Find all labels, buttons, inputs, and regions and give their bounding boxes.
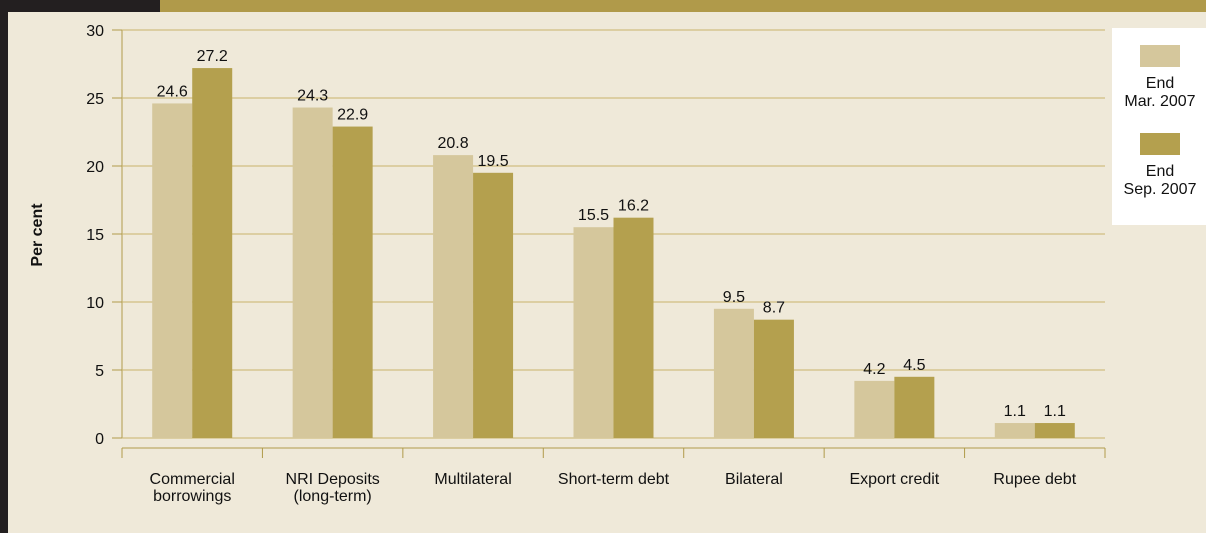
y-tick-label: 15	[86, 227, 104, 244]
value-label: 20.8	[438, 135, 469, 152]
y-tick-label: 30	[86, 23, 104, 40]
x-tick-label: Export credit	[849, 471, 939, 488]
value-label: 1.1	[1044, 403, 1066, 420]
y-tick-label: 0	[95, 431, 104, 448]
bar	[152, 103, 193, 438]
value-label: 27.2	[197, 48, 228, 65]
legend-swatch	[1140, 133, 1180, 155]
bar	[1034, 423, 1075, 438]
y-tick-label: 5	[95, 363, 104, 380]
header-band	[160, 0, 1206, 12]
bar	[332, 126, 373, 438]
value-label: 1.1	[1004, 403, 1026, 420]
bar	[713, 308, 754, 438]
y-axis-label: Per cent	[29, 203, 46, 267]
value-label: 4.5	[903, 357, 925, 374]
x-tick-label: Multilateral	[434, 471, 511, 488]
x-tick-label: Short-term debt	[558, 471, 670, 488]
value-label: 22.9	[337, 107, 368, 124]
value-label: 16.2	[618, 198, 649, 215]
x-tick-label: NRI Deposits (long-term)	[286, 471, 380, 505]
bar	[994, 423, 1035, 438]
value-label: 24.3	[297, 88, 328, 105]
bar	[292, 107, 333, 439]
bar	[473, 172, 514, 439]
y-tick-label: 10	[86, 295, 104, 312]
bar	[433, 155, 474, 438]
legend-swatch	[1140, 45, 1180, 67]
x-tick-label: Bilateral	[725, 471, 783, 488]
bar	[192, 68, 233, 438]
y-tick-label: 25	[86, 91, 104, 108]
bar	[573, 227, 614, 438]
header-dark	[0, 0, 160, 12]
left-edge	[0, 0, 8, 533]
value-label: 24.6	[157, 83, 188, 100]
value-label: 4.2	[863, 361, 885, 378]
value-label: 19.5	[478, 153, 509, 170]
bar	[894, 376, 935, 438]
x-tick-label: Commercial borrowings	[150, 471, 235, 505]
legend-label: End Sep. 2007	[1124, 163, 1197, 198]
bar	[854, 380, 895, 438]
legend-label: End Mar. 2007	[1124, 75, 1195, 110]
value-label: 15.5	[578, 207, 609, 224]
bar	[753, 319, 794, 438]
value-label: 9.5	[723, 289, 745, 306]
bar	[613, 217, 654, 438]
y-tick-label: 20	[86, 159, 104, 176]
value-label: 8.7	[763, 300, 785, 317]
x-tick-label: Rupee debt	[993, 471, 1076, 488]
